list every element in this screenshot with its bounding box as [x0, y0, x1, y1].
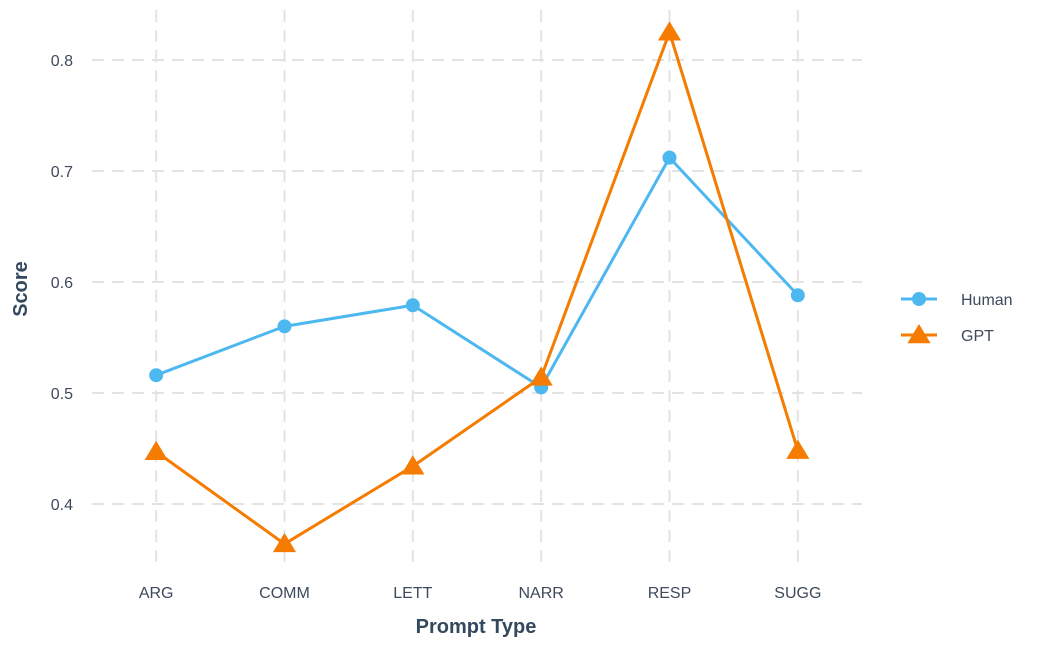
legend-swatch-marker — [912, 292, 926, 306]
human-point — [405, 298, 420, 313]
gpt-line — [155, 30, 800, 546]
y-tick-label: 0.6 — [51, 275, 73, 292]
x-axis-ticks: ARG COMM LETT NARR RESP SUGG — [139, 585, 822, 602]
series-gpt — [144, 21, 810, 553]
human-line — [155, 156, 799, 389]
series-human — [149, 150, 805, 395]
gpt-point — [657, 21, 682, 41]
y-axis-ticks: 0.4 0.5 0.6 0.7 0.8 — [51, 53, 73, 514]
gpt-point — [529, 366, 553, 386]
y-tick-label: 0.8 — [51, 53, 73, 70]
legend-swatch-marker — [907, 324, 931, 344]
x-axis-title: Prompt Type — [416, 616, 537, 638]
y-axis-title: Score — [10, 261, 32, 317]
x-tick-label: LETT — [393, 585, 432, 602]
y-tick-label: 0.7 — [51, 164, 73, 181]
legend-item-human: Human — [901, 292, 1013, 309]
y-tick-label: 0.5 — [51, 386, 73, 403]
human-point — [149, 368, 164, 383]
legend-item-gpt: GPT — [901, 324, 994, 345]
y-tick-label: 0.4 — [51, 497, 73, 514]
x-tick-label: COMM — [259, 585, 310, 602]
legend: Human GPT — [901, 292, 1013, 345]
legend-label: Human — [961, 292, 1013, 309]
x-tick-label: SUGG — [774, 585, 821, 602]
gpt-point — [401, 455, 425, 475]
x-tick-label: RESP — [648, 585, 692, 602]
human-point — [790, 288, 805, 303]
gpt-point — [786, 439, 810, 459]
gpt-point — [144, 440, 168, 461]
legend-label: GPT — [961, 328, 994, 345]
human-point — [277, 319, 292, 334]
x-tick-label: ARG — [139, 585, 174, 602]
series — [144, 21, 810, 553]
human-point — [662, 150, 677, 165]
gpt-point — [272, 532, 297, 553]
x-tick-label: NARR — [518, 585, 563, 602]
